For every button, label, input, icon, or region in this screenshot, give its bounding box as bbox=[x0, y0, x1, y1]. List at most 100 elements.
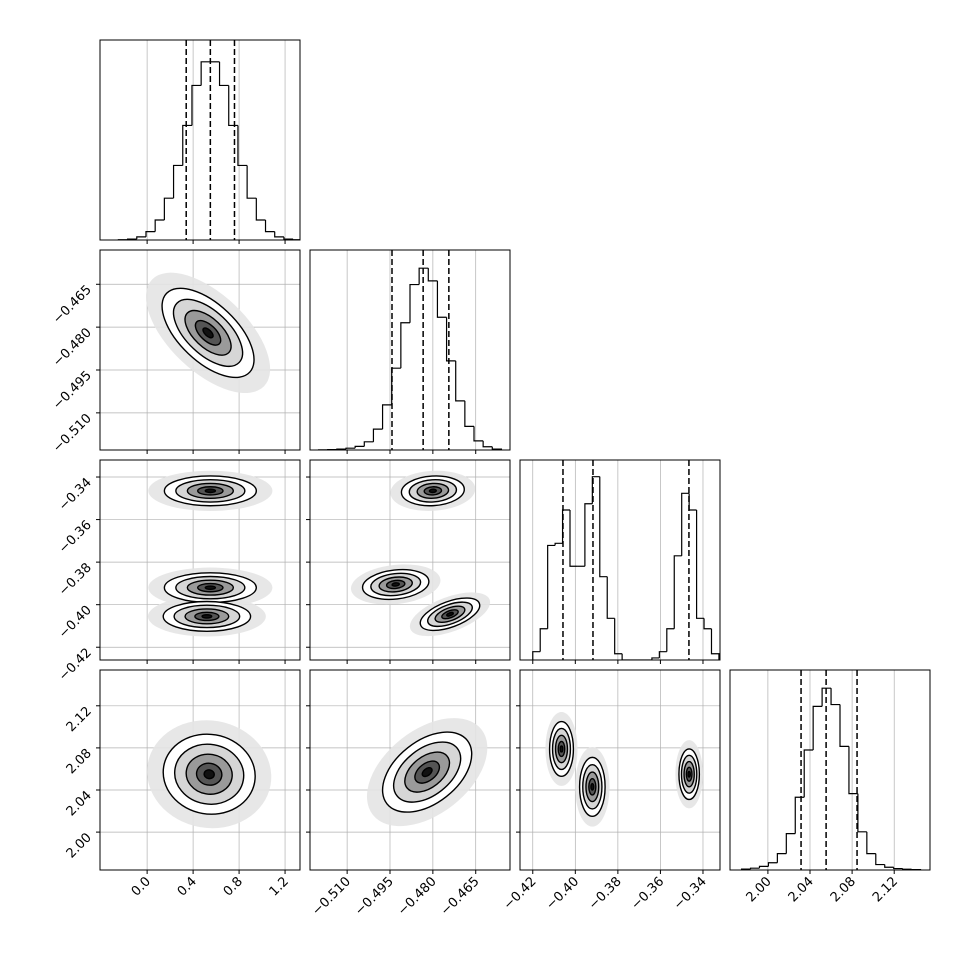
panel-frame bbox=[99, 249, 301, 451]
pair-body bbox=[366, 718, 488, 827]
pair-body bbox=[350, 470, 491, 637]
hist-bin bbox=[803, 749, 814, 798]
hist-bin bbox=[154, 219, 165, 232]
y-tick-label: −0.480 bbox=[50, 325, 95, 370]
x-tick-label: −0.465 bbox=[438, 874, 483, 919]
hist-bin bbox=[445, 317, 456, 362]
hist-bin bbox=[363, 441, 374, 447]
hist-bin bbox=[866, 831, 876, 855]
panel-frame bbox=[99, 39, 301, 241]
hist-bin bbox=[391, 367, 401, 405]
hist-bin bbox=[830, 688, 840, 706]
density-contour bbox=[201, 614, 213, 619]
x-tick-label: 2.04 bbox=[786, 874, 817, 905]
x-tick-label: 0.8 bbox=[221, 874, 246, 899]
hist-bin bbox=[621, 653, 630, 660]
panel: −0.42−0.40−0.38−0.36−0.34 bbox=[56, 459, 301, 684]
hist-bin bbox=[427, 268, 438, 282]
hist-bin bbox=[264, 220, 275, 233]
hist-bin bbox=[354, 445, 365, 449]
y-tick-label: 2.00 bbox=[64, 830, 95, 861]
pair-body bbox=[147, 720, 272, 829]
hist-bin bbox=[455, 360, 465, 402]
x-tick-label: 2.00 bbox=[744, 874, 775, 905]
hist-bin bbox=[857, 793, 867, 833]
hist-bin bbox=[172, 164, 183, 199]
hist-bin bbox=[191, 84, 202, 126]
density-contour bbox=[687, 770, 691, 778]
hist-bin bbox=[688, 493, 697, 511]
density-contour bbox=[428, 488, 438, 494]
density-contour bbox=[202, 327, 214, 339]
hist-bin bbox=[336, 448, 346, 450]
density-contour bbox=[204, 585, 217, 590]
hist-bin bbox=[785, 833, 796, 854]
panel bbox=[306, 459, 511, 664]
y-tick-label: −0.34 bbox=[56, 475, 95, 514]
hist-bin bbox=[902, 868, 912, 870]
x-tick-label: −0.495 bbox=[352, 874, 397, 919]
hist-bin bbox=[381, 404, 392, 430]
pair-body bbox=[147, 470, 273, 637]
panel-frame bbox=[729, 669, 931, 871]
hist-bin bbox=[893, 867, 903, 870]
hist-bin bbox=[163, 197, 174, 220]
x-tick-label: −0.480 bbox=[395, 874, 440, 919]
hist-bin bbox=[418, 267, 429, 285]
panel-frame bbox=[309, 249, 511, 451]
hist-body bbox=[740, 670, 922, 870]
hist-bin bbox=[666, 628, 675, 652]
hist-bin bbox=[767, 862, 778, 867]
hist-bin bbox=[200, 61, 211, 86]
y-tick-label: −0.465 bbox=[50, 283, 95, 328]
hist-bin bbox=[591, 476, 600, 504]
hist-bin bbox=[569, 510, 578, 567]
hist-bin bbox=[658, 651, 667, 658]
hist-bin bbox=[839, 704, 849, 747]
hist-bin bbox=[218, 61, 229, 87]
x-tick-label: 0.4 bbox=[175, 874, 200, 899]
density-contour bbox=[559, 745, 564, 753]
x-tick-label: 2.12 bbox=[870, 874, 901, 905]
panel: −0.510−0.495−0.480−0.465 bbox=[50, 249, 301, 456]
panel: −0.42−0.40−0.38−0.36−0.34 bbox=[501, 669, 721, 913]
hist-bin bbox=[532, 651, 541, 660]
hist-bin bbox=[776, 853, 787, 863]
hist-bin bbox=[274, 231, 284, 238]
hist-bin bbox=[482, 440, 493, 448]
panel-frame bbox=[519, 669, 721, 871]
hist-body bbox=[532, 460, 720, 660]
x-tick-label: 0.0 bbox=[129, 874, 154, 899]
hist-bin bbox=[651, 657, 660, 660]
panel: −0.510−0.495−0.480−0.465 bbox=[306, 669, 511, 919]
hist-bin bbox=[136, 236, 146, 240]
hist-bin bbox=[794, 796, 805, 834]
hist-bin bbox=[547, 544, 556, 629]
hist-bin bbox=[884, 864, 894, 868]
x-tick-label: −0.34 bbox=[671, 874, 710, 913]
hist-bin bbox=[710, 628, 720, 660]
pair-body bbox=[545, 711, 703, 827]
x-tick-label: −0.36 bbox=[628, 874, 667, 913]
y-tick-label: 2.04 bbox=[64, 788, 95, 819]
panel bbox=[309, 249, 511, 454]
hist-bin bbox=[758, 865, 769, 869]
hist-bin bbox=[246, 165, 257, 199]
y-tick-label: 2.12 bbox=[64, 704, 95, 735]
density-contour bbox=[391, 582, 401, 587]
y-tick-label: −0.495 bbox=[50, 368, 95, 413]
hist-bin bbox=[182, 124, 192, 166]
hist-bin bbox=[749, 867, 760, 870]
density-contour bbox=[421, 767, 433, 778]
panel: 2.00 2.04 2.08 2.12 bbox=[729, 669, 931, 905]
hist-bin bbox=[255, 198, 266, 221]
hist-bin bbox=[703, 618, 712, 630]
hist-bin bbox=[599, 476, 608, 578]
panel-frame bbox=[309, 459, 511, 661]
hist-bin bbox=[436, 280, 447, 318]
hist-bin bbox=[145, 231, 156, 237]
panel-frame bbox=[309, 669, 511, 871]
hist-body bbox=[317, 250, 503, 450]
density-contour bbox=[203, 769, 215, 780]
